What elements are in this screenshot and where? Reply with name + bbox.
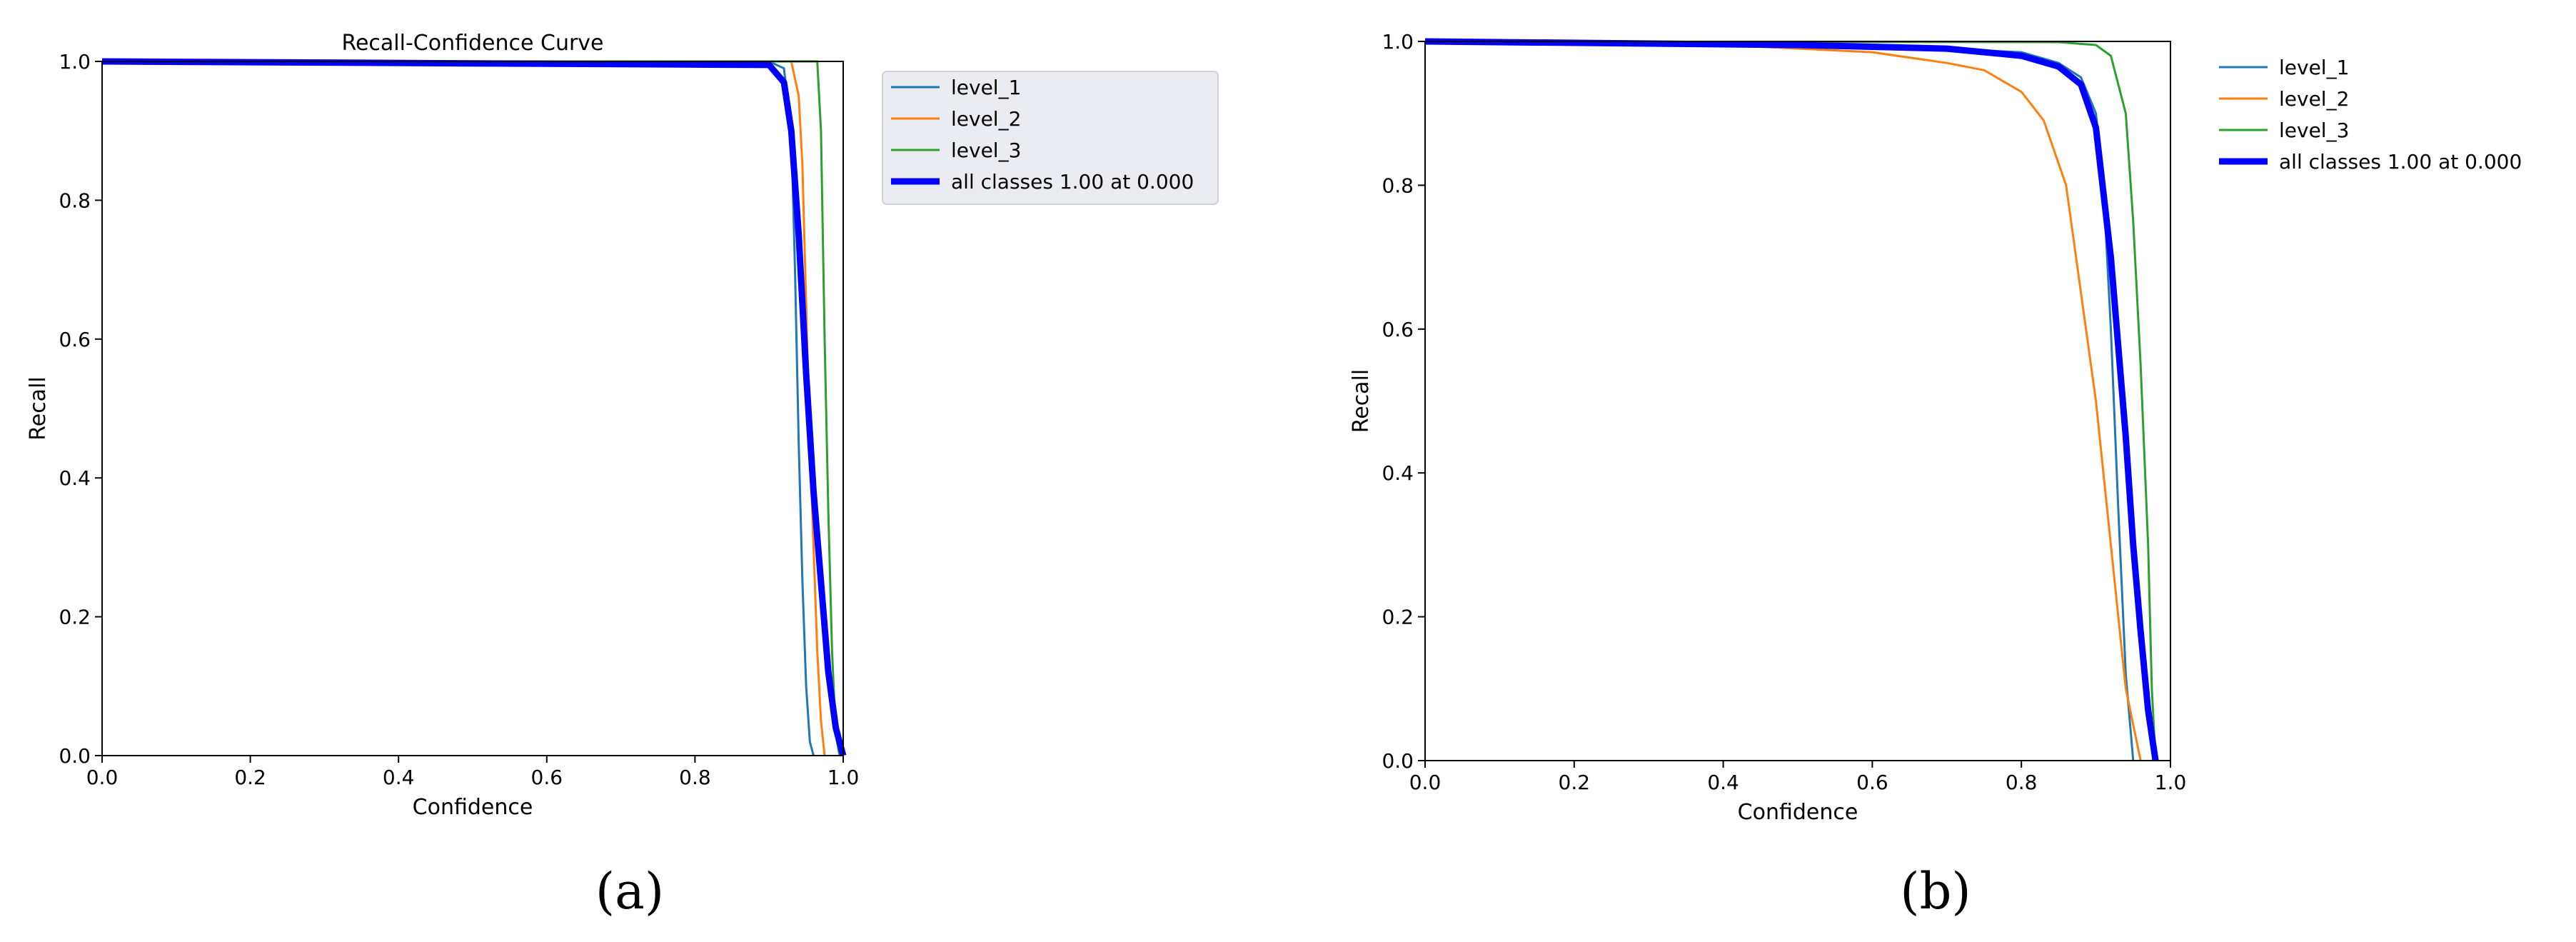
chart-b: 0.0 0.2 0.4 0.6 0.8 1.0 0.0 0.2 0.4 0.6 0.8 1.0 Co… <box>1349 30 2522 825</box>
y-tick-label: 1.0 <box>1382 30 1414 54</box>
y-tick-label: 0.8 <box>1382 174 1414 197</box>
y-ticks-b: 0.0 0.2 0.4 0.6 0.8 1.0 <box>1382 30 1425 773</box>
y-tick-label: 0.2 <box>1382 606 1414 629</box>
y-tick-label: 0.4 <box>1382 461 1414 485</box>
x-tick-label: 0.2 <box>1559 771 1591 794</box>
y-axis-label-b: Recall <box>1349 369 1374 434</box>
x-tick-label: 0.8 <box>679 766 711 789</box>
x-axis-label-b: Confidence <box>1738 800 1858 825</box>
series-line-a-4 <box>101 58 847 757</box>
y-tick-label: 0.8 <box>59 189 91 212</box>
y-tick-label: 0.6 <box>1382 318 1414 341</box>
subfigure-caption-a: (a) <box>595 862 664 921</box>
chart-title-a: Recall-Confidence Curve <box>341 31 603 56</box>
series-line-b-2 <box>1424 40 2142 761</box>
legend-label: level_2 <box>951 107 1021 131</box>
legend-label: level_3 <box>951 139 1021 162</box>
x-tick-label: 0.8 <box>2006 771 2038 794</box>
y-tick-label: 0.2 <box>59 606 91 629</box>
plot-frame-a <box>101 61 844 756</box>
series-line-b-4 <box>1424 38 2159 761</box>
y-tick-label: 1.0 <box>59 50 91 74</box>
y-axis-label-a: Recall <box>26 376 51 441</box>
legend-label: level_1 <box>2279 56 2349 79</box>
y-tick-label: 0.4 <box>59 466 91 490</box>
y-tick-label: 0.6 <box>59 328 91 351</box>
x-tick-label: 0.0 <box>1409 771 1442 794</box>
x-tick-label: 0.6 <box>1856 771 1888 794</box>
x-tick-label: 0.0 <box>86 766 119 789</box>
y-tick-label: 0.0 <box>1382 749 1414 773</box>
series-line-a-1 <box>102 60 815 756</box>
legend-label: level_2 <box>2279 87 2349 111</box>
legend-label: level_1 <box>951 76 1021 99</box>
chart-a: 0.0 0.2 0.4 0.6 0.8 1.0 0.0 0.2 0.4 0.6 0.8 1.0 Re… <box>26 31 1219 820</box>
legend-label: level_3 <box>2279 119 2349 142</box>
x-tick-label: 0.6 <box>531 766 563 789</box>
x-tick-label: 0.2 <box>234 766 266 789</box>
x-ticks-b: 0.0 0.2 0.4 0.6 0.8 1.0 <box>1409 761 2187 794</box>
legend-label: all classes 1.00 at 0.000 <box>2279 150 2522 174</box>
y-tick-label: 0.0 <box>59 744 91 768</box>
plot-lines-a <box>101 58 847 757</box>
legend-box <box>882 71 1219 205</box>
x-tick-label: 1.0 <box>2155 771 2187 794</box>
plot-lines-b <box>1424 38 2159 761</box>
y-ticks-a: 0.0 0.2 0.4 0.6 0.8 1.0 <box>59 50 102 768</box>
x-axis-label-a: Confidence <box>413 795 533 820</box>
x-tick-label: 0.4 <box>1707 771 1739 794</box>
plot-frame-b <box>1424 41 2171 761</box>
x-tick-label: 0.4 <box>383 766 415 789</box>
legend-label: all classes 1.00 at 0.000 <box>951 170 1194 194</box>
x-tick-label: 1.0 <box>827 766 860 789</box>
series-line-b-3 <box>1424 40 2157 761</box>
x-ticks-a: 0.0 0.2 0.4 0.6 0.8 1.0 <box>86 756 860 789</box>
subfigure-caption-b: (b) <box>1900 862 1971 921</box>
